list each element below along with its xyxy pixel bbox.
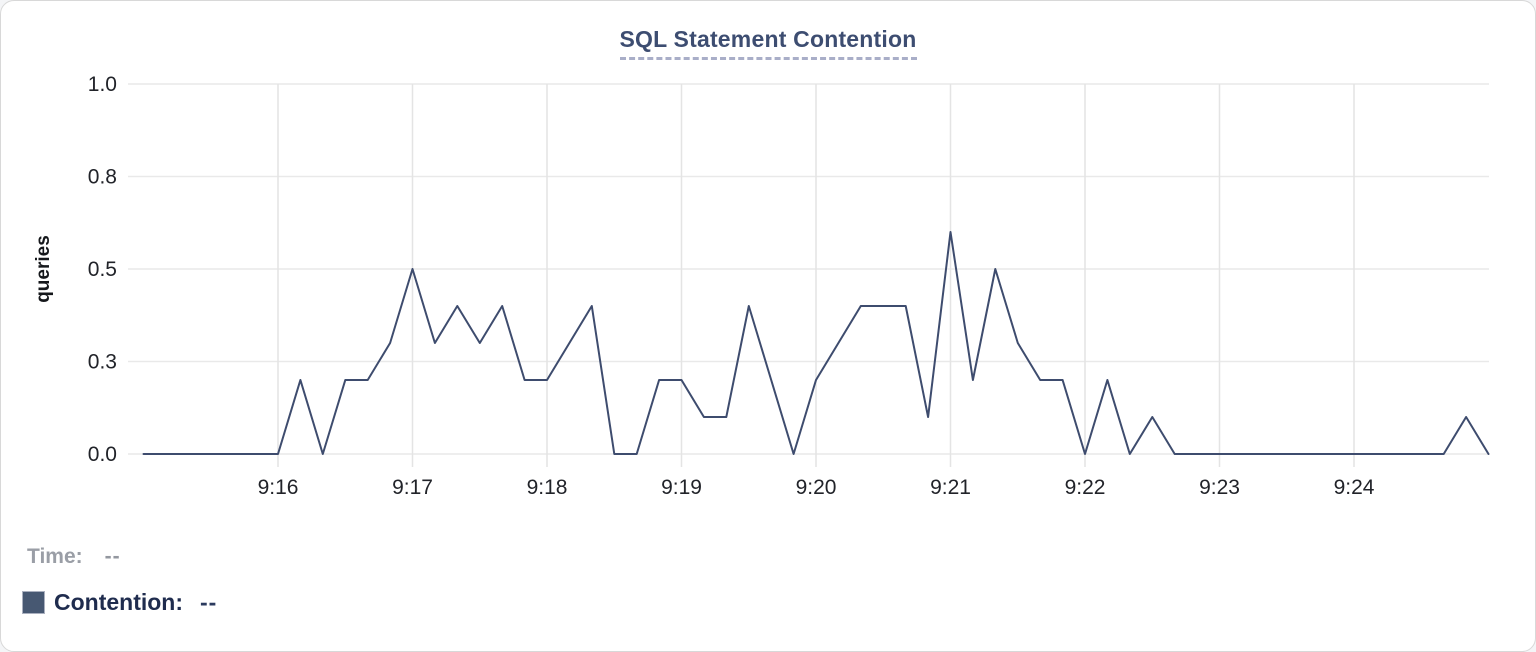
x-tick-label: 9:19 [661,476,702,499]
x-tick-label: 9:24 [1334,476,1375,499]
hover-readout-time: Time: -- [27,545,121,569]
hover-readout-contention: Contention: -- [22,589,217,616]
y-tick-label: 0.8 [88,166,117,189]
contention-line [142,231,1490,455]
x-tick-label: 9:20 [796,476,837,499]
x-tick-label: 9:21 [930,476,971,499]
x-tick-label: 9:17 [392,476,433,499]
y-tick-label: 0.3 [88,351,117,374]
contention-line-chart[interactable]: 0.0 0.3 0.5 0.8 1.0 9:16 9:17 9:18 9:19 9:20 9:21 9… [1,41,1536,511]
y-tick-label: 1.0 [88,73,117,96]
contention-series-swatch [22,591,45,614]
chart-title[interactable]: SQL Statement Contention [619,26,917,60]
y-tick-label: 0.5 [88,258,117,281]
contention-value: -- [200,589,218,615]
time-label: Time: [27,545,83,568]
x-tick-label: 9:16 [258,476,299,499]
x-tick-label: 9:23 [1199,476,1240,499]
x-tick-label: 9:22 [1065,476,1106,499]
x-tick-label: 9:18 [527,476,568,499]
y-axis-label: queries [33,235,54,303]
y-tick-label: 0.0 [88,443,117,466]
time-value: -- [104,545,121,568]
chart-header: SQL Statement Contention [1,26,1535,60]
contention-label: Contention: [54,589,184,615]
